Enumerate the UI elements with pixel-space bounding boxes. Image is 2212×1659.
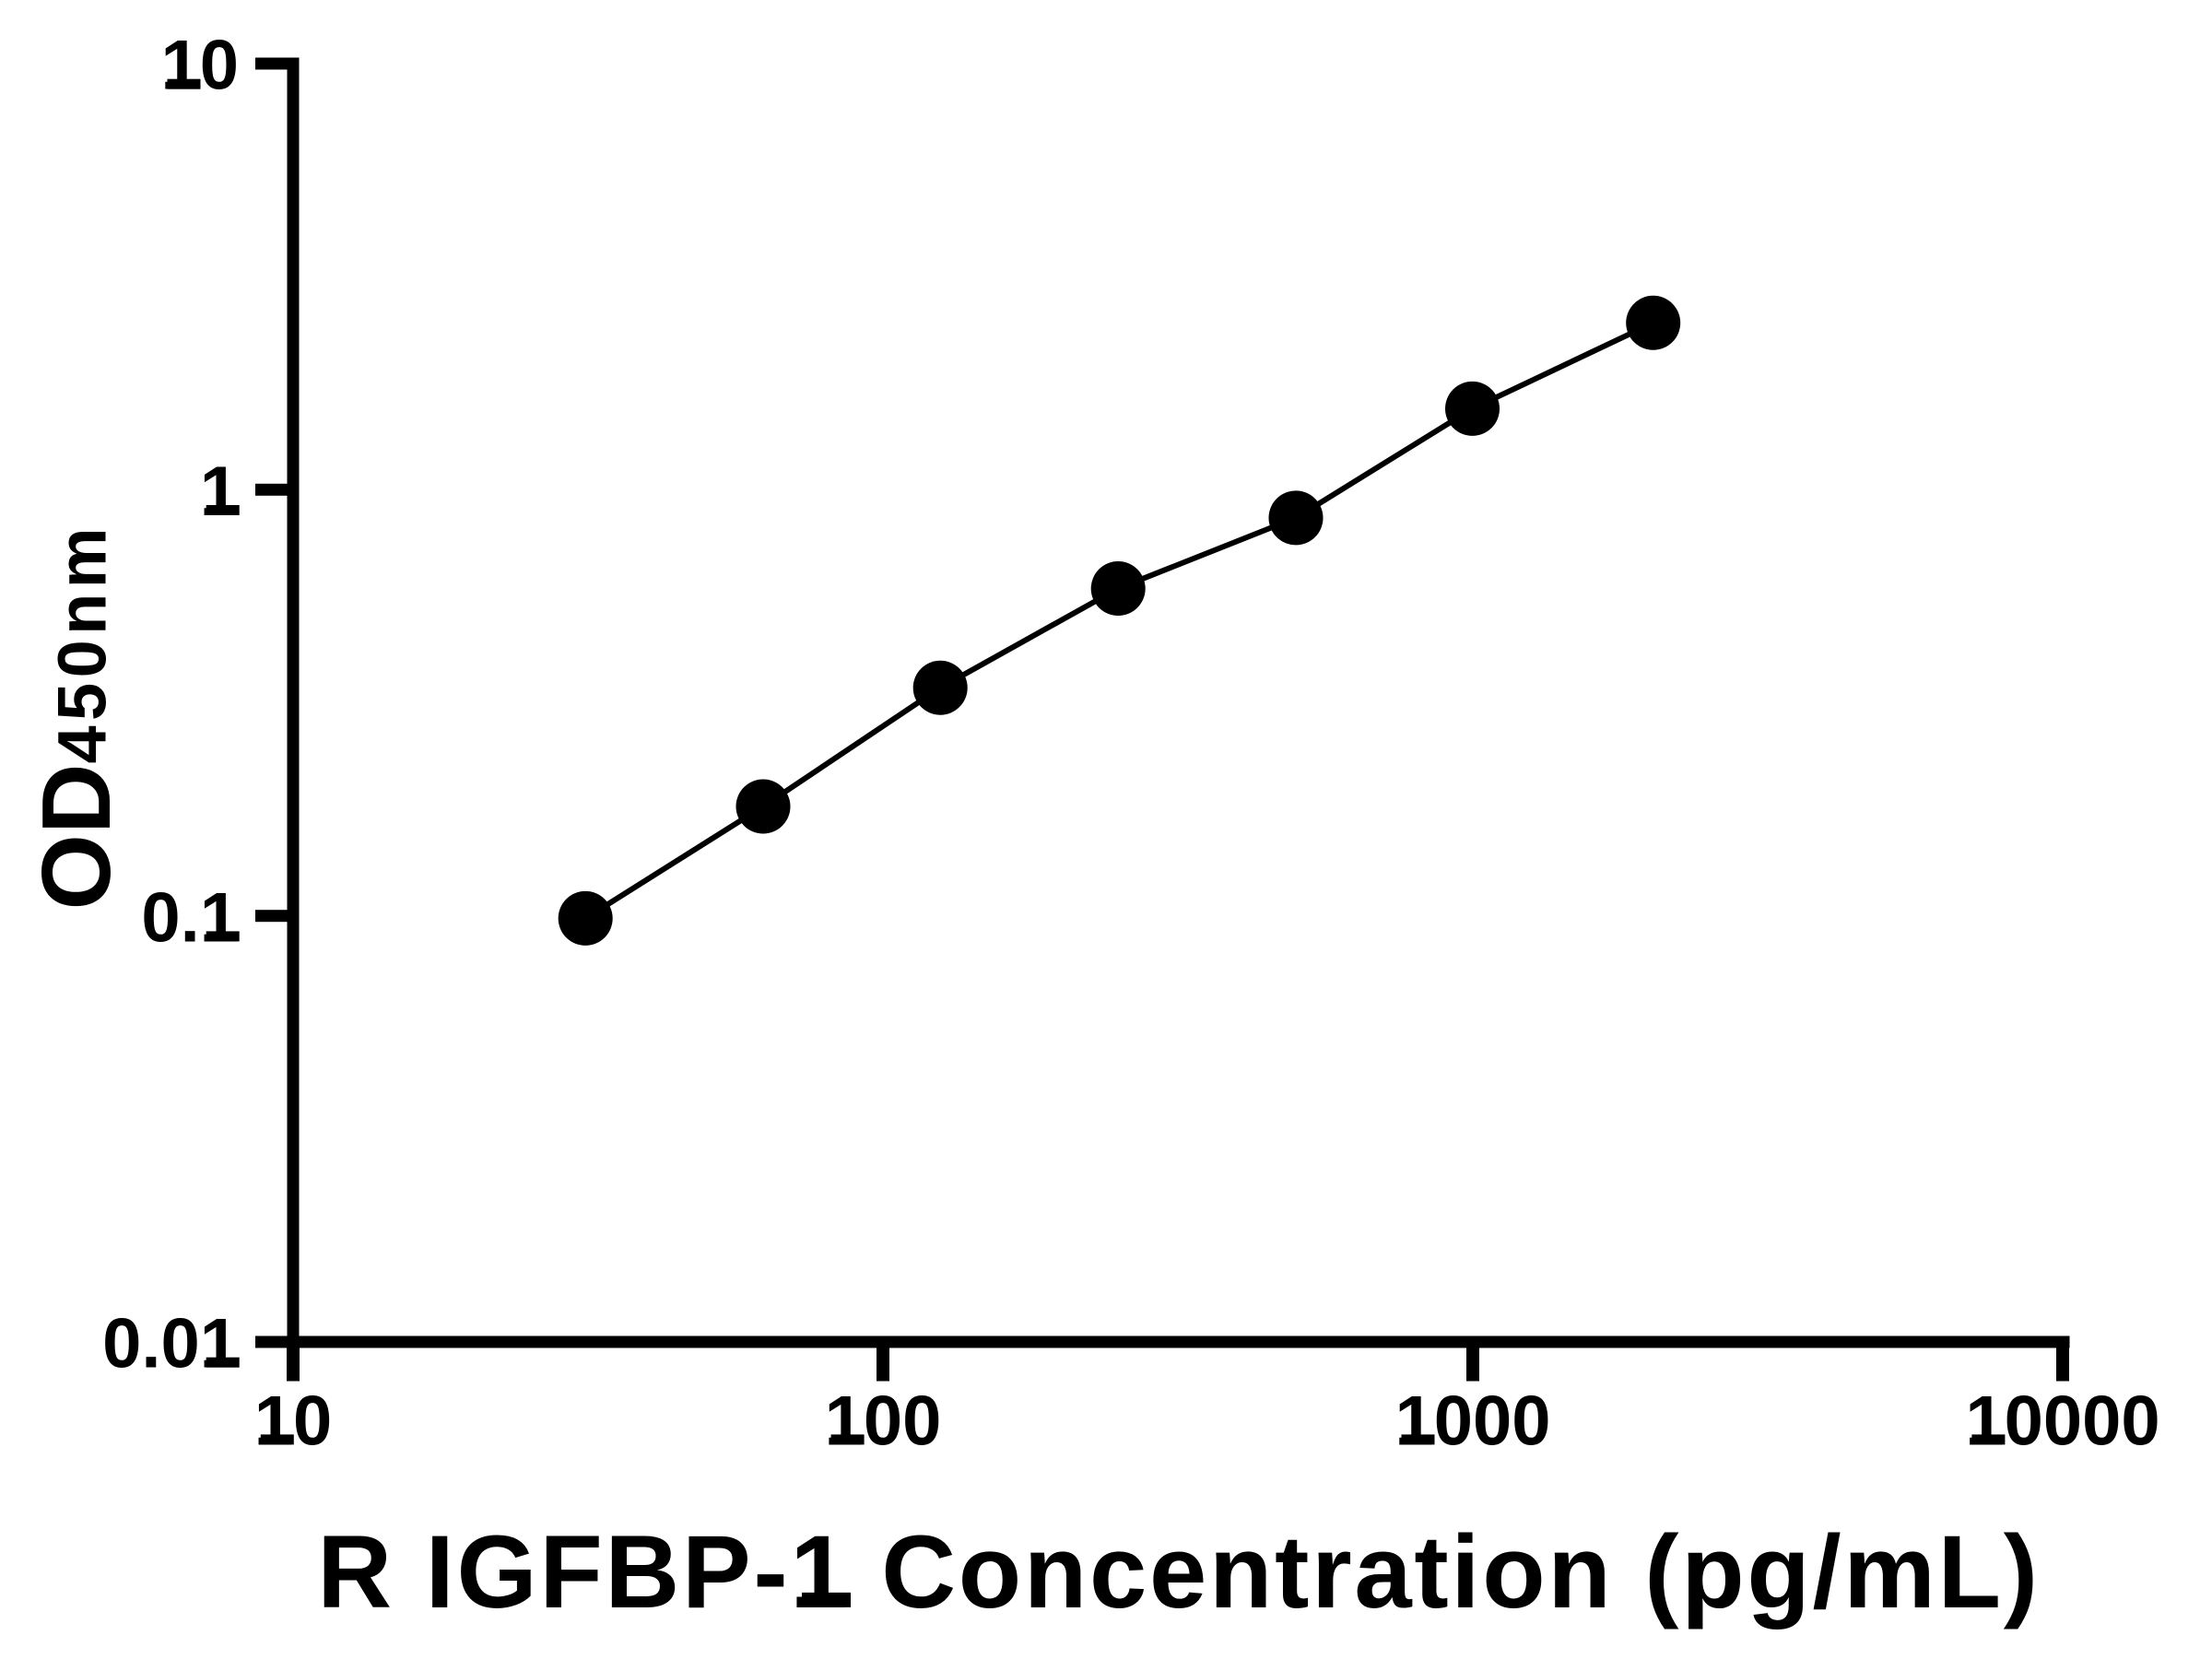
svg-text:10: 10 [254, 1382, 333, 1460]
svg-text:0.1: 0.1 [141, 878, 239, 957]
svg-text:10: 10 [160, 27, 239, 105]
svg-text:1000: 1000 [1394, 1382, 1550, 1460]
svg-text:10000: 10000 [1965, 1382, 2159, 1460]
svg-text:R IGFBP-1 Concentration (pg/mL: R IGFBP-1 Concentration (pg/mL) [317, 1514, 2040, 1630]
svg-text:100: 100 [825, 1382, 942, 1460]
svg-text:0.01: 0.01 [102, 1305, 239, 1383]
svg-text:1: 1 [200, 453, 239, 531]
